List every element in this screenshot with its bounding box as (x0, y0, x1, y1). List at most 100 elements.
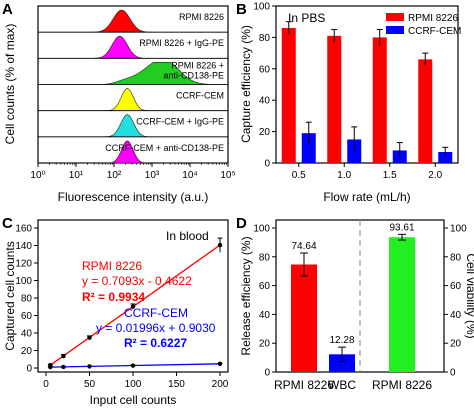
x-tick-label: 2.0 (428, 170, 442, 181)
panel-a-histograms: RPMI 8226 RPMI 8226 + IgG-PE RPMI 8226 + an… (37, 9, 229, 164)
bar-rpmi (372, 37, 387, 163)
bar-ccrf (301, 133, 316, 163)
panel-d: D 0 0 20 20 40 40 60 60 80 80 100 100 74.64 12.28 93.… (236, 215, 474, 392)
panel-b-y-ticks: 0 20 40 60 80 100 (253, 2, 276, 170)
panel-c: C In blood 0 20 40 60 80 100 120 140 160 0 50 100 1… (2, 215, 229, 407)
panel-b-annotation: In PBS (288, 11, 325, 25)
bar-2 (329, 354, 355, 372)
x-category-label: RPMI 8226 (372, 378, 432, 392)
x-tick-label: 100 (125, 379, 142, 390)
y-tick-label: 40 (21, 329, 33, 340)
x-tick-label: 10¹ (69, 170, 84, 181)
bar-rpmi (281, 27, 296, 164)
panel-b-legend: RPMI 8226 CCRF-CEM (386, 13, 461, 37)
panel-c-x-ticks: 0 50 100 150 200 (43, 372, 229, 390)
data-point (61, 364, 66, 370)
panel-b-label: B (236, 1, 247, 18)
panel-a-x-axis-label: Fluorescence intensity (a.u.) (58, 190, 209, 204)
y-tick-label-right: 60 (450, 281, 462, 292)
legend-label: RPMI 8226 (408, 13, 458, 24)
r2-ccrf: R² = 0.6227 (124, 336, 187, 350)
bar-3 (389, 237, 415, 372)
panel-a-label: A (2, 1, 13, 18)
x-category-label: RPMI 8226 (274, 378, 334, 392)
y-tick-label: 100 (15, 276, 32, 287)
histogram-label: RPMI 8226 + IgG-PE (139, 38, 224, 48)
y-tick-label: 100 (253, 2, 270, 13)
y-tick-label-right: 100 (450, 224, 467, 235)
x-tick-label: 10⁵ (220, 170, 235, 181)
x-tick-label: 50 (84, 379, 96, 390)
panel-c-x-axis-label: Input cell counts (90, 393, 177, 407)
y-tick-label-left: 0 (264, 368, 270, 379)
panel-a-y-axis-label: Cell counts (% of max) (3, 24, 17, 145)
y-tick-label-right: 0 (450, 368, 456, 379)
y-tick-label-left: 60 (259, 281, 271, 292)
y-tick-label: 0 (26, 364, 32, 375)
data-point (130, 363, 136, 368)
data-point (217, 361, 223, 366)
y-tick-label-left: 80 (259, 252, 271, 263)
bar-ccrf (438, 152, 453, 163)
x-tick-label: 0 (43, 379, 49, 390)
x-tick-label: 10⁴ (182, 170, 197, 181)
y-tick-label: 20 (259, 127, 271, 138)
data-point (217, 242, 223, 248)
panel-d-y-ticks: 0 0 20 20 40 40 60 60 80 80 100 100 (253, 224, 467, 379)
panel-c-annotation: In blood (166, 229, 209, 243)
value-label: 12.28 (329, 335, 354, 346)
y-tick-label: 20 (21, 346, 33, 357)
y-tick-label: 60 (259, 64, 271, 75)
data-point (61, 353, 66, 359)
histogram-label: RPMI 8226 (179, 12, 224, 22)
panel-b-x-ticks: 0.5 1.0 1.5 2.0 (292, 163, 443, 181)
series-label-ccrf: CCRF-CEM (124, 306, 188, 320)
y-tick-label: 40 (259, 96, 271, 107)
panel-c-label: C (2, 215, 13, 232)
x-tick-label: 10² (107, 170, 122, 181)
x-tick-label: 0.5 (292, 170, 306, 181)
x-tick-label: 1.0 (337, 170, 351, 181)
x-tick-label: 10³ (145, 170, 160, 181)
y-tick-label: 160 (15, 224, 32, 235)
y-tick-label: 120 (15, 259, 32, 270)
y-tick-label-right: 40 (450, 310, 462, 321)
bar-1 (291, 264, 317, 372)
x-tick-label: 200 (212, 379, 229, 390)
panel-d-bars: 74.64 12.28 93.61 (291, 222, 415, 372)
equation-rpmi: y = 0.7093x - 0.4622 (82, 274, 192, 288)
bar-rpmi (418, 59, 433, 163)
panel-d-right-axis-label: Cell viability (%) (464, 253, 474, 338)
bar-rpmi (327, 35, 342, 163)
y-tick-label-left: 20 (259, 339, 271, 350)
y-tick-label-right: 80 (450, 252, 462, 263)
y-tick-label-left: 100 (253, 224, 270, 235)
y-tick-label: 80 (21, 294, 33, 305)
data-point (87, 335, 92, 340)
panel-b-y-axis-label: Capture efficiency (%) (239, 25, 253, 143)
panel-c-plot (47, 237, 223, 370)
x-tick-label: 150 (168, 379, 185, 390)
panel-d-left-axis-label: Release efficiency (%) (239, 236, 253, 355)
panel-a: A RPMI 8226 RPMI 8226 + IgG-PE RPMI 8226 +… (2, 1, 236, 204)
x-tick-label: 1.5 (383, 170, 397, 181)
y-tick-label-right: 20 (450, 339, 462, 350)
y-tick-label: 60 (21, 311, 33, 322)
data-point (130, 304, 136, 309)
legend-swatch (386, 13, 404, 21)
histogram-label: CCRF-CEM (176, 91, 224, 101)
panel-b-x-axis-label: Flow rate (mL/h) (323, 190, 410, 204)
panel-b-frame (275, 5, 459, 164)
data-point (87, 364, 92, 369)
fit-line-rpmi (49, 244, 221, 366)
histogram-label: CCRF-CEM + IgG-PE (136, 117, 224, 127)
y-tick-label: 140 (15, 241, 32, 252)
panel-c-y-axis-label: Captured cell counts (3, 241, 17, 350)
series-label-rpmi: RPMI 8226 (82, 259, 142, 273)
y-tick-label: 0 (264, 159, 270, 170)
x-category-label: WBC (328, 378, 356, 392)
